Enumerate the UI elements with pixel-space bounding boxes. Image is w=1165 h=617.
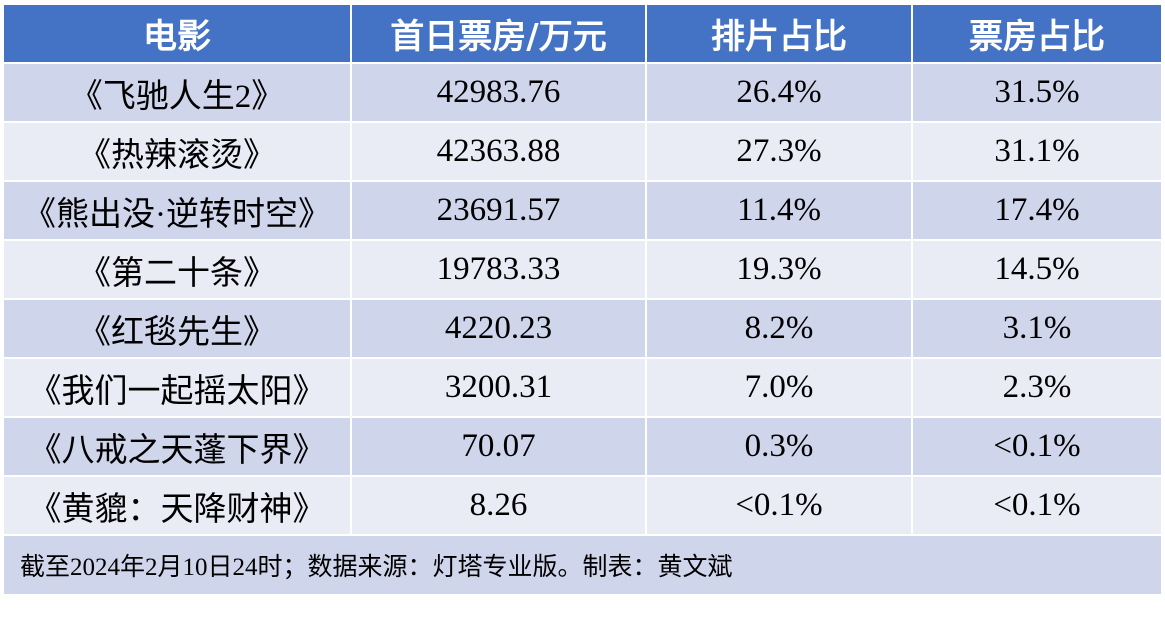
screening-share-cell: 26.4% [645, 62, 913, 123]
box-office-cell: 19783.33 [350, 239, 647, 300]
box-office-cell: 23691.57 [350, 180, 647, 241]
table-body: 《飞驰人生2》 42983.76 26.4% 31.5% 《热辣滚烫》 4236… [2, 62, 1163, 536]
table-row: 《红毯先生》 4220.23 8.2% 3.1% [2, 298, 1163, 359]
screening-share-cell: 27.3% [645, 121, 913, 182]
table-footer: 截至2024年2月10日24时；数据来源：灯塔专业版。制表：黄文斌 [2, 534, 1163, 596]
movie-title-cell: 《黄貔：天降财神》 [2, 475, 352, 536]
box-office-share-cell: <0.1% [911, 475, 1163, 536]
movie-title-cell: 《我们一起摇太阳》 [2, 357, 352, 418]
box-office-share-cell: 31.1% [911, 121, 1163, 182]
header-row: 电影 首日票房/万元 排片占比 票房占比 [2, 3, 1163, 64]
header-box-office-share: 票房占比 [911, 3, 1163, 64]
table-row: 《我们一起摇太阳》 3200.31 7.0% 2.3% [2, 357, 1163, 418]
movie-title-cell: 《熊出没·逆转时空》 [2, 180, 352, 241]
table-row: 《飞驰人生2》 42983.76 26.4% 31.5% [2, 62, 1163, 123]
box-office-share-cell: 3.1% [911, 298, 1163, 359]
header-screening-share: 排片占比 [645, 3, 913, 64]
table-row: 《黄貔：天降财神》 8.26 <0.1% <0.1% [2, 475, 1163, 536]
box-office-share-cell: <0.1% [911, 416, 1163, 477]
table-header: 电影 首日票房/万元 排片占比 票房占比 [2, 3, 1163, 64]
movie-title-cell: 《热辣滚烫》 [2, 121, 352, 182]
movie-title-cell: 《红毯先生》 [2, 298, 352, 359]
box-office-cell: 70.07 [350, 416, 647, 477]
box-office-cell: 3200.31 [350, 357, 647, 418]
movie-title-cell: 《第二十条》 [2, 239, 352, 300]
screening-share-cell: 8.2% [645, 298, 913, 359]
box-office-share-cell: 2.3% [911, 357, 1163, 418]
screening-share-cell: 0.3% [645, 416, 913, 477]
box-office-cell: 42983.76 [350, 62, 647, 123]
table-row: 《第二十条》 19783.33 19.3% 14.5% [2, 239, 1163, 300]
movie-title-cell: 《八戒之天蓬下界》 [2, 416, 352, 477]
source-note: 截至2024年2月10日24时；数据来源：灯塔专业版。制表：黄文斌 [2, 534, 1163, 596]
screening-share-cell: 11.4% [645, 180, 913, 241]
table-row: 《热辣滚烫》 42363.88 27.3% 31.1% [2, 121, 1163, 182]
box-office-cell: 4220.23 [350, 298, 647, 359]
box-office-cell: 42363.88 [350, 121, 647, 182]
screening-share-cell: <0.1% [645, 475, 913, 536]
table-row: 《熊出没·逆转时空》 23691.57 11.4% 17.4% [2, 180, 1163, 241]
screening-share-cell: 19.3% [645, 239, 913, 300]
footer-row: 截至2024年2月10日24时；数据来源：灯塔专业版。制表：黄文斌 [2, 534, 1163, 596]
box-office-cell: 8.26 [350, 475, 647, 536]
header-first-day-box-office: 首日票房/万元 [350, 3, 647, 64]
movie-title-cell: 《飞驰人生2》 [2, 62, 352, 123]
box-office-share-cell: 17.4% [911, 180, 1163, 241]
table-row: 《八戒之天蓬下界》 70.07 0.3% <0.1% [2, 416, 1163, 477]
screening-share-cell: 7.0% [645, 357, 913, 418]
header-movie: 电影 [2, 3, 352, 64]
box-office-share-cell: 14.5% [911, 239, 1163, 300]
box-office-table: 电影 首日票房/万元 排片占比 票房占比 《飞驰人生2》 42983.76 26… [2, 3, 1163, 596]
box-office-share-cell: 31.5% [911, 62, 1163, 123]
